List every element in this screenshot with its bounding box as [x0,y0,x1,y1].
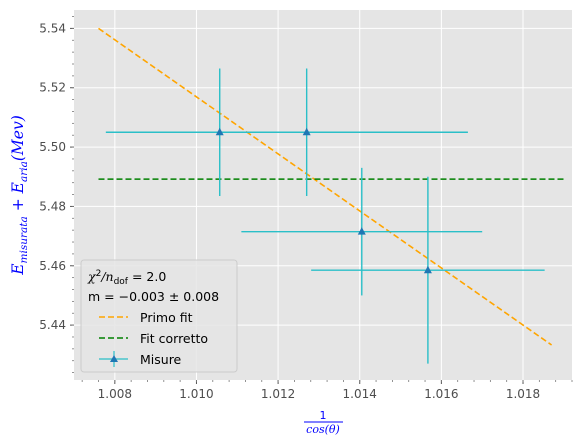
data-point-marker [215,127,224,136]
data-point-marker [302,127,311,136]
legend-slope-line: m = −0.003 ± 0.008 [88,289,219,304]
x-tick-label: 1.012 [261,387,295,401]
legend-chi2-line: χ2/ndof = 2.0 [87,269,166,287]
y-tick-label: 5.46 [39,259,66,273]
data-point-marker [357,227,366,235]
y-tick-label: 5.54 [39,21,66,35]
legend-label-primo-fit: Primo fit [140,310,193,325]
x-tick-label: 1.018 [506,387,540,401]
y-tick-label: 5.48 [39,199,66,213]
legend-label-misure: Misure [140,352,182,367]
data-markers [215,127,432,274]
fit-lines [98,27,564,346]
legend-label-fit-corretto: Fit corretto [140,331,208,346]
x-axis-label-numerator: 1 [320,409,327,422]
x-tick-labels: 1.008 1.010 1.012 1.014 1.016 1.018 [98,387,541,401]
y-tick-label: 5.44 [39,318,66,332]
x-tick-label: 1.008 [98,387,132,401]
y-tick-label: 5.50 [39,140,66,154]
y-axis-label: Emisurata + Earia(Mev) [9,115,30,276]
x-axis-label-denominator: cos(θ) [306,423,340,436]
data-point-marker [423,265,432,274]
x-tick-label: 1.010 [179,387,213,401]
y-tick-label: 5.52 [39,81,66,95]
x-axis-label: 1 cos(θ) [304,409,343,436]
legend: χ2/ndof = 2.0 m = −0.003 ± 0.008 Primo f… [80,259,238,373]
x-tick-label: 1.014 [343,387,377,401]
minor-ticks [70,16,573,384]
y-tick-labels: 5.44 5.46 5.48 5.50 5.52 5.54 [39,21,66,332]
line-primo-fit [98,27,553,346]
legend-swatch-misure [99,351,128,367]
x-tick-label: 1.016 [424,387,458,401]
legend-box [80,259,238,373]
